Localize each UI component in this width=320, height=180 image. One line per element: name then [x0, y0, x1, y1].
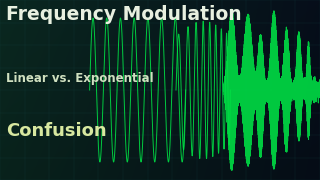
- Text: Linear vs. Exponential: Linear vs. Exponential: [6, 72, 154, 85]
- Text: Frequency Modulation: Frequency Modulation: [6, 5, 242, 24]
- Text: Confusion: Confusion: [6, 122, 107, 140]
